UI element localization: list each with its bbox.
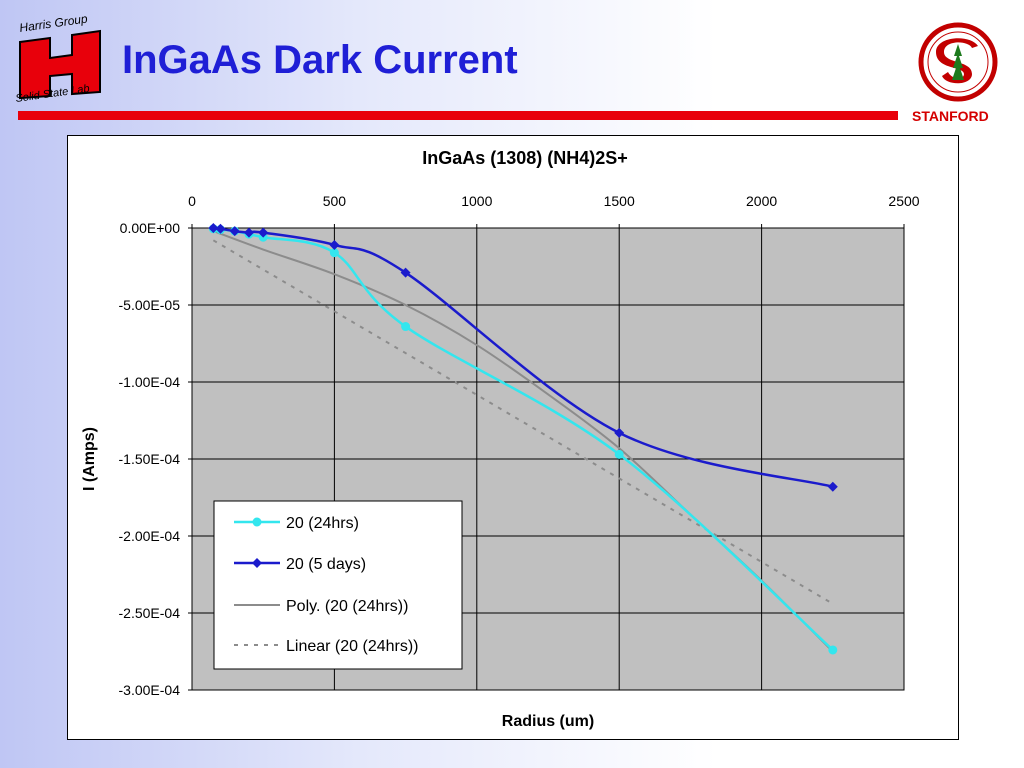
- y-tick-label: -1.00E-04: [119, 374, 181, 390]
- axis-ticks: 0 500 1000 1500 2000 2500 0.00E+00 -5.00E-05 -1.…: [119, 193, 920, 698]
- logo-text-harris-group: Harris Group: [18, 14, 88, 35]
- data-point-diamond: [329, 239, 340, 250]
- legend-label: Linear (20 (24hrs)): [286, 638, 419, 655]
- y-axis-label: I (Amps): [81, 427, 98, 491]
- legend-marker-circle: [252, 517, 262, 527]
- chart-legend: 20 (24hrs) 20 (5 days) Poly. (20 (24hrs)) L…: [213, 500, 463, 670]
- chart-frame: InGaAs (1308) (NH4)2S+ 0 500 1000 1500 2000 2…: [67, 135, 959, 740]
- header-divider: [18, 111, 898, 120]
- y-tick-label: 0.00E+00: [120, 220, 181, 236]
- slide-title: InGaAs Dark Current: [122, 38, 518, 82]
- y-tick-label: -2.00E-04: [119, 528, 181, 544]
- legend-box: [213, 500, 463, 670]
- data-point-circle: [828, 645, 838, 655]
- data-series: [208, 223, 838, 655]
- data-point-diamond: [827, 481, 838, 492]
- data-point-diamond: [258, 227, 269, 238]
- data-point-circle: [401, 322, 411, 332]
- data-point-diamond: [243, 227, 254, 238]
- y-tick-label: -2.50E-04: [119, 605, 181, 621]
- x-tick-label: 1500: [604, 193, 635, 209]
- stanford-logo: [918, 22, 998, 102]
- x-tick-label: 2500: [888, 193, 919, 209]
- harris-group-logo: Harris Group Solid State Lab: [15, 14, 101, 105]
- data-point-circle: [329, 248, 339, 258]
- y-tick-label: -3.00E-04: [119, 682, 181, 698]
- y-tick-label: -1.50E-04: [119, 451, 181, 467]
- chart-title: InGaAs (1308) (NH4)2S+: [422, 148, 628, 168]
- x-tick-label: 500: [323, 193, 347, 209]
- data-point-diamond: [215, 223, 226, 234]
- legend-entry: Linear (20 (24hrs)): [234, 638, 419, 655]
- data-point-diamond: [229, 226, 240, 237]
- stanford-label: STANFORD: [912, 108, 989, 124]
- legend-entry: Poly. (20 (24hrs)): [234, 598, 408, 615]
- data-point-diamond: [400, 267, 411, 278]
- legend-entry: 20 (24hrs): [234, 515, 359, 532]
- data-point-diamond: [614, 427, 625, 438]
- chart: InGaAs (1308) (NH4)2S+ 0 500 1000 1500 2000 2…: [81, 148, 920, 730]
- legend-marker-diamond: [252, 558, 262, 568]
- legend-label: 20 (24hrs): [286, 515, 359, 532]
- legend-label: 20 (5 days): [286, 556, 366, 573]
- x-tick-label: 2000: [746, 193, 777, 209]
- data-point-circle: [614, 449, 624, 459]
- x-tick-label: 1000: [461, 193, 492, 209]
- y-tick-label: -5.00E-05: [119, 297, 181, 313]
- h-logo-shape: [19, 29, 101, 100]
- legend-label: Poly. (20 (24hrs)): [286, 598, 408, 615]
- series-1: [208, 223, 838, 492]
- legend-entry: 20 (5 days): [234, 556, 366, 573]
- x-axis-label: Radius (um): [502, 713, 594, 730]
- data-point-diamond: [208, 223, 219, 233]
- x-tick-label: 0: [188, 193, 196, 209]
